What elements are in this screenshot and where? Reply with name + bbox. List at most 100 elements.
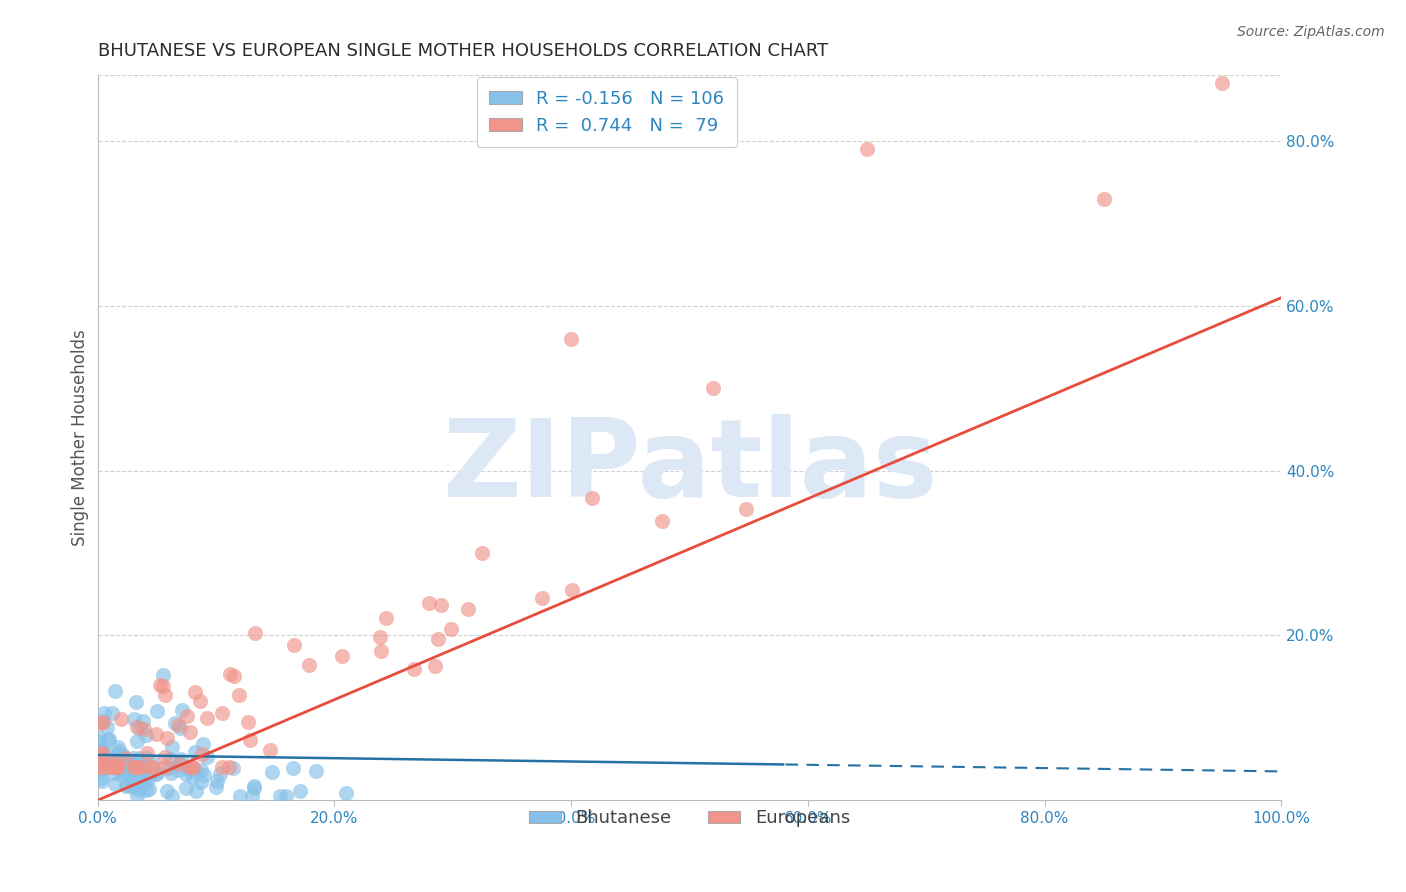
Point (155, 750, 177, 764)
Point (89, 760, 111, 774)
Point (260, 765, 283, 780)
Point (128, 776, 150, 790)
Point (156, 731, 179, 746)
Point (298, 658, 321, 673)
Point (243, 625, 266, 640)
Point (114, 751, 136, 765)
Point (471, 546, 494, 560)
Point (141, 760, 163, 774)
Point (142, 760, 165, 774)
Point (135, 783, 157, 797)
Point (125, 734, 148, 748)
Point (205, 780, 228, 794)
Legend: Bhutanese, Europeans: Bhutanese, Europeans (522, 802, 858, 835)
Point (191, 737, 214, 751)
Point (89, 749, 111, 764)
Point (172, 703, 194, 717)
Point (128, 721, 150, 735)
Point (132, 760, 155, 774)
Point (174, 766, 197, 780)
Point (142, 755, 165, 769)
Point (190, 763, 212, 777)
Point (96, 751, 118, 765)
Point (127, 758, 149, 772)
Point (155, 688, 177, 702)
Point (122, 712, 145, 726)
Point (96, 720, 118, 734)
Point (91, 756, 114, 771)
Point (145, 727, 167, 741)
Point (183, 745, 205, 759)
Point (170, 752, 193, 766)
Point (89, 716, 111, 731)
Point (122, 760, 145, 774)
Point (207, 774, 229, 789)
Point (159, 752, 181, 766)
Point (181, 760, 204, 774)
Point (131, 778, 153, 792)
Point (111, 758, 134, 772)
Point (115, 778, 138, 792)
Point (368, 630, 391, 644)
Point (125, 695, 148, 709)
Point (93, 706, 115, 720)
Text: BHUTANESE VS EUROPEAN SINGLE MOTHER HOUSEHOLDS CORRELATION CHART: BHUTANESE VS EUROPEAN SINGLE MOTHER HOUS… (97, 42, 828, 60)
Point (98, 760, 121, 774)
Point (702, 381, 724, 395)
Point (159, 765, 181, 780)
Point (100, 751, 122, 765)
Point (179, 760, 201, 774)
Point (107, 760, 129, 774)
Point (228, 789, 250, 803)
Point (222, 761, 245, 775)
Point (156, 761, 179, 775)
Point (89, 760, 111, 774)
Point (125, 789, 148, 803)
Point (224, 669, 246, 683)
Point (135, 751, 157, 765)
Point (165, 716, 187, 731)
Point (330, 649, 353, 664)
Point (418, 597, 440, 611)
Point (169, 757, 191, 772)
Point (651, 514, 673, 528)
Point (166, 718, 188, 732)
Point (581, 491, 603, 506)
Point (108, 764, 131, 779)
Point (128, 750, 150, 764)
Point (152, 679, 174, 693)
Point (561, 583, 583, 598)
Point (122, 751, 145, 765)
Point (115, 779, 138, 793)
Point (138, 782, 160, 797)
Point (209, 767, 232, 781)
Point (276, 789, 298, 803)
Point (96, 747, 118, 761)
Point (124, 760, 146, 774)
Point (427, 632, 450, 646)
Point (530, 591, 553, 605)
Point (305, 764, 328, 778)
Point (176, 708, 198, 723)
Point (117, 766, 139, 780)
Point (236, 715, 259, 730)
Point (103, 760, 125, 774)
Point (89, 734, 111, 748)
Point (146, 766, 169, 780)
Point (243, 779, 266, 793)
Point (211, 706, 233, 720)
Point (195, 711, 218, 725)
Point (370, 644, 392, 658)
Point (135, 728, 157, 742)
Point (135, 770, 157, 784)
Point (121, 754, 143, 768)
Point (160, 789, 183, 803)
Point (375, 611, 398, 625)
Point (110, 767, 132, 781)
Point (167, 764, 190, 778)
Point (132, 722, 155, 736)
Point (440, 622, 463, 636)
Point (128, 783, 150, 797)
Point (430, 598, 453, 612)
Point (735, 502, 758, 516)
